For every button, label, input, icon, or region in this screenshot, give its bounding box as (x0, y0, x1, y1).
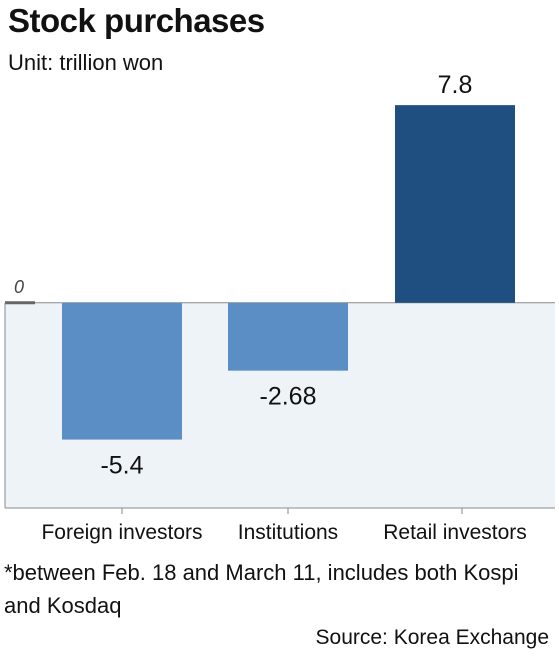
bar-retail-investors (395, 105, 515, 303)
footnote: *between Feb. 18 and March 11, includes … (4, 560, 519, 618)
data-label: 7.8 (438, 71, 473, 99)
category-label: Retail investors (383, 521, 527, 544)
bar-institutions (228, 302, 348, 371)
zero-tick-label: 0 (14, 277, 24, 297)
bar-chart: 0 -5.4 Foreign investors -2.68 Institutions… (4, 71, 555, 544)
data-label: -2.68 (260, 383, 317, 411)
bar-foreign-investors (62, 302, 182, 440)
data-label: -5.4 (100, 452, 143, 480)
category-label: Foreign investors (41, 521, 202, 544)
category-label: Institutions (238, 521, 338, 544)
chart-title: Stock purchases (8, 2, 265, 39)
unit-label: Unit: trillion won (8, 50, 164, 75)
source-note: Source: Korea Exchange (315, 626, 549, 649)
